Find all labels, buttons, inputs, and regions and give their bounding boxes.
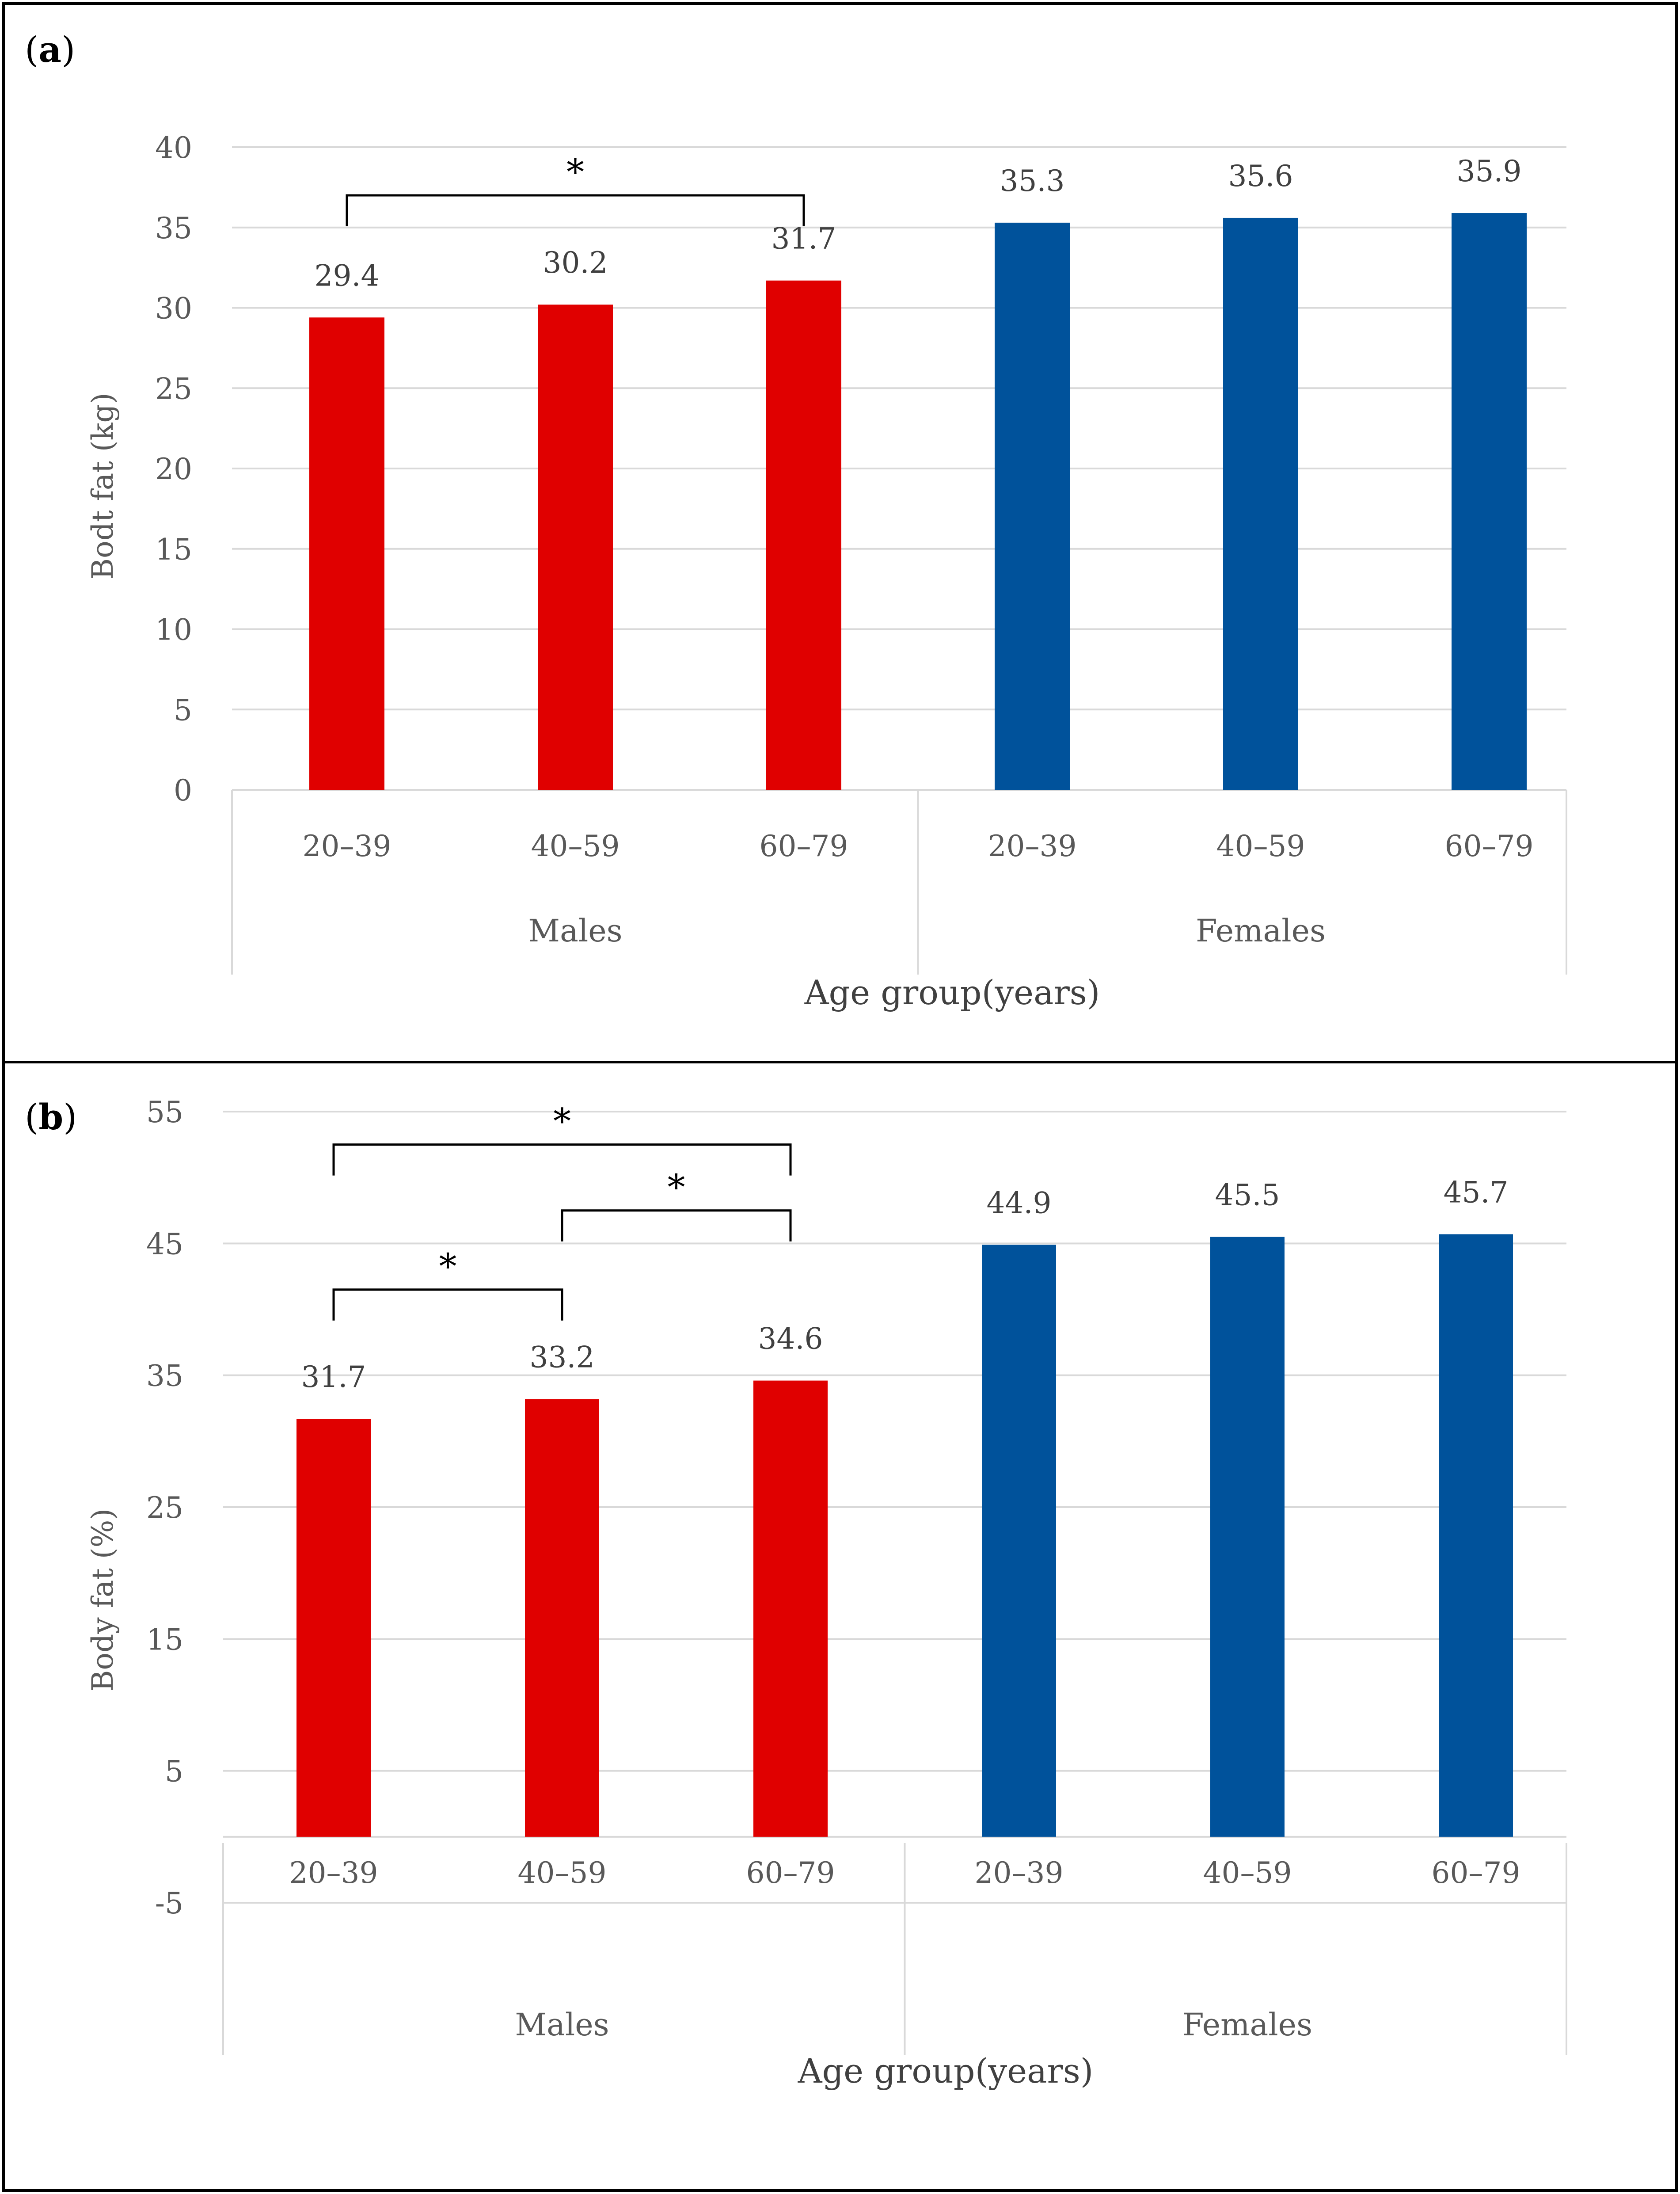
group-label: Females (1182, 2007, 1312, 2043)
data-label: 35.3 (1000, 164, 1065, 198)
plot-area: 0 5 10 15 20 25 30 35 40 29.4 30.2 31.7 35.3 35.6 35.9… (155, 131, 1567, 975)
y-tick-label: 25 (155, 372, 192, 406)
panel-b: (b) Body fat (%) Age group(years) -5 5 15 2… (2, 1061, 1678, 2192)
y-tick-label: 0 (174, 773, 192, 808)
y-tick-label: 40 (155, 131, 192, 165)
bar (1210, 1237, 1285, 1837)
data-label: 29.4 (315, 259, 380, 293)
data-label: 30.2 (543, 246, 608, 280)
bar (982, 1245, 1056, 1837)
x-axis-label: Age group(years) (804, 973, 1100, 1012)
y-tick-label: 55 (146, 1095, 183, 1129)
data-label: 31.7 (301, 1360, 366, 1394)
y-tick-label: 35 (155, 211, 192, 245)
x-tick-label: 20–39 (975, 1856, 1064, 1890)
data-label: 45.7 (1444, 1175, 1509, 1209)
x-tick-label: 40–59 (1203, 1856, 1292, 1890)
y-tick-label: 15 (146, 1623, 183, 1657)
significance-bracket (346, 194, 805, 227)
bar (753, 1380, 828, 1837)
y-tick-label: 45 (146, 1227, 183, 1261)
group-label: Females (1196, 913, 1326, 949)
bar (309, 317, 384, 790)
plot-area: -5 5 15 25 35 45 55 31.7 33.2 34.6 44.9 45.5 45.7 20–… (146, 1095, 1567, 2055)
y-tick-label: 5 (174, 693, 192, 727)
x-tick-label: 20–39 (303, 829, 391, 863)
y-tick-label: 10 (155, 613, 192, 647)
bar (525, 1399, 599, 1837)
x-tick-label: 60–79 (1445, 829, 1534, 863)
y-tick-label: 5 (165, 1755, 183, 1789)
y-tick-label: 20 (155, 452, 192, 486)
x-tick-label: 60–79 (760, 829, 848, 863)
group-label: Males (528, 913, 622, 949)
x-tick-label: 60–79 (746, 1856, 835, 1890)
x-tick-label: 20–39 (289, 1856, 378, 1890)
bar (995, 222, 1070, 790)
x-tick-label: 20–39 (988, 829, 1077, 863)
panel-a: (a) Bodt fat (kg) Age group(years) 0 5 10 1… (2, 2, 1678, 1063)
bar (1452, 213, 1527, 790)
bar (538, 305, 613, 790)
y-tick-label: 35 (146, 1359, 183, 1393)
data-label: 33.2 (530, 1340, 595, 1374)
data-label: 34.6 (758, 1322, 823, 1356)
x-tick-label: 40–59 (531, 829, 620, 863)
group-label: Males (515, 2007, 609, 2043)
data-label: 35.6 (1228, 159, 1293, 193)
y-axis-label: Bodt fat (kg) (86, 392, 120, 579)
bar (766, 280, 841, 790)
x-axis-label: Age group(years) (798, 2051, 1094, 2091)
data-label: 31.7 (772, 222, 836, 256)
significance-bracket (332, 1288, 563, 1321)
x-tick-label: 60–79 (1432, 1856, 1520, 1890)
x-tick-label: 40–59 (518, 1856, 607, 1890)
bar (296, 1419, 371, 1837)
panel-a-label: (a) (25, 29, 75, 70)
significance-star: * (439, 1246, 457, 1287)
significance-bracket (561, 1209, 792, 1242)
significance-star: * (553, 1101, 571, 1142)
panel-b-label: (b) (25, 1096, 77, 1138)
data-label: 35.9 (1457, 154, 1522, 188)
significance-bracket (332, 1143, 792, 1176)
significance-star: * (668, 1167, 685, 1208)
y-tick-label: 30 (155, 292, 192, 326)
significance-star: * (566, 152, 584, 193)
y-tick-label: 15 (155, 533, 192, 567)
bar (1439, 1234, 1513, 1837)
data-label: 44.9 (987, 1186, 1052, 1220)
x-tick-label: 40–59 (1216, 829, 1305, 863)
panel-b-border (2, 1061, 1678, 2192)
bar (1223, 217, 1298, 790)
data-label: 45.5 (1215, 1178, 1280, 1212)
y-tick-label: -5 (155, 1886, 183, 1920)
y-tick-label: 25 (146, 1491, 183, 1525)
y-axis-label: Body fat (%) (86, 1508, 120, 1691)
